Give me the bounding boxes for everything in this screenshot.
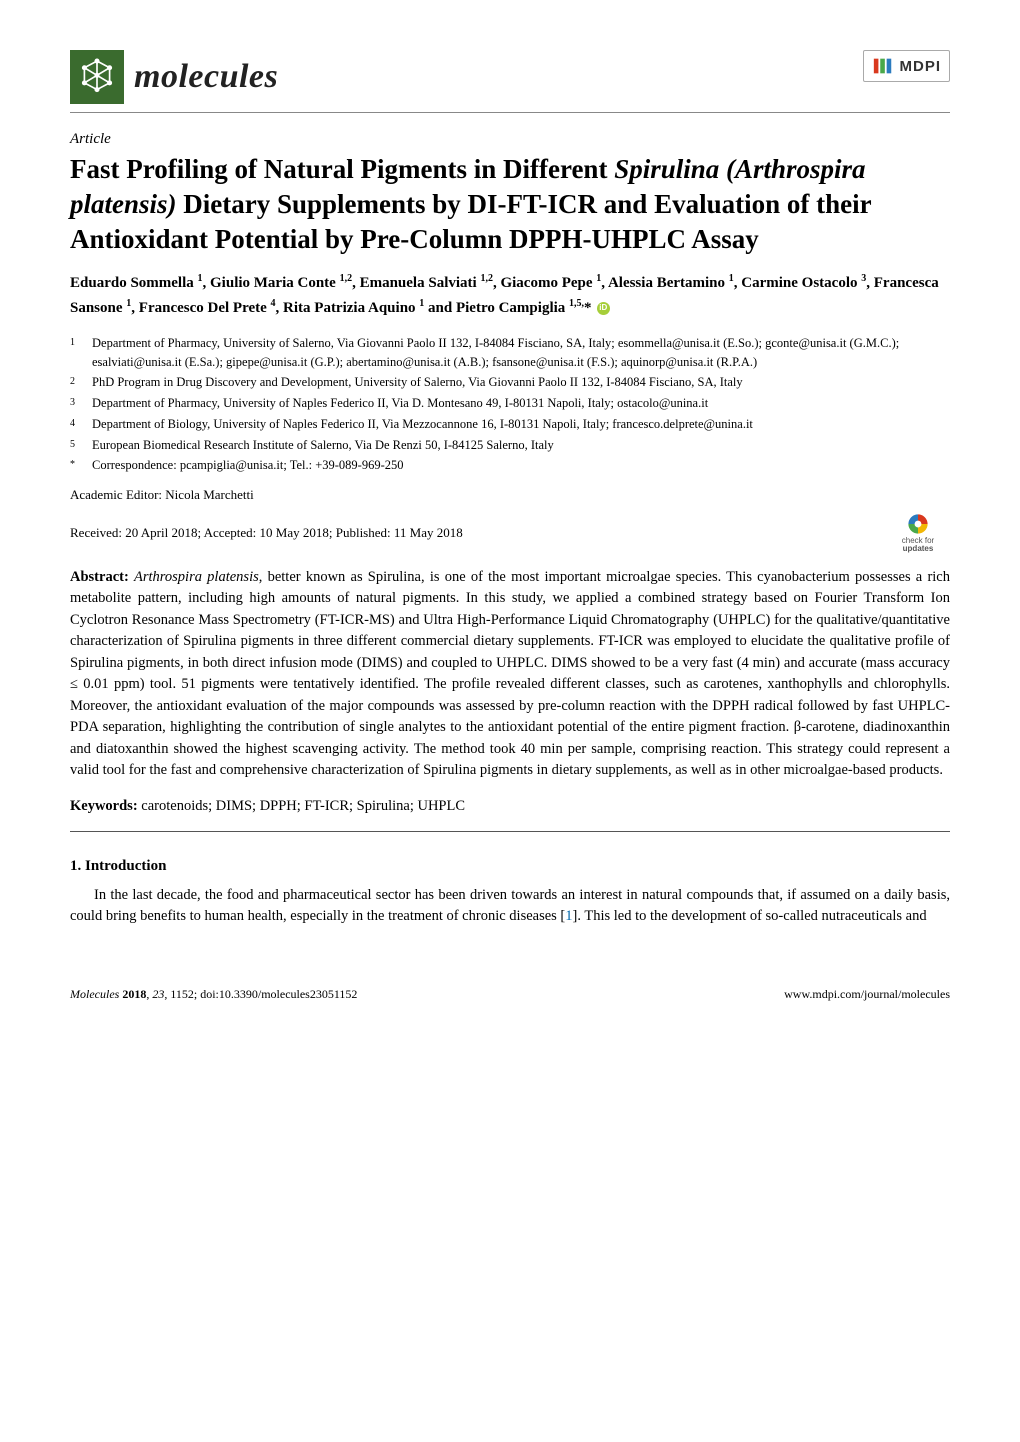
molecules-logo-icon	[70, 50, 124, 104]
affiliation-num: 4	[70, 415, 92, 434]
footer-right[interactable]: www.mdpi.com/journal/molecules	[784, 987, 950, 1002]
affiliation-text: Department of Biology, University of Nap…	[92, 415, 950, 434]
dates-row: Received: 20 April 2018; Accepted: 10 Ma…	[70, 513, 950, 553]
affiliation-row: 5 European Biomedical Research Institute…	[92, 436, 950, 455]
intro-paragraph: In the last decade, the food and pharmac…	[70, 885, 950, 928]
affiliation-row: 1 Department of Pharmacy, University of …	[92, 334, 950, 372]
abstract-label: Abstract:	[70, 569, 129, 585]
affiliation-text: Department of Pharmacy, University of Sa…	[92, 334, 950, 372]
affiliation-row: 2 PhD Program in Drug Discovery and Deve…	[92, 373, 950, 392]
title-text: Fast Profiling of Natural Pigments in Di…	[70, 154, 871, 254]
authors-list: Eduardo Sommella 1, Giulio Maria Conte 1…	[70, 271, 950, 320]
journal-name: molecules	[134, 58, 278, 96]
publication-dates: Received: 20 April 2018; Accepted: 10 Ma…	[70, 525, 463, 541]
mdpi-mark-icon	[872, 55, 894, 77]
abstract-text: Arthrospira platensis, better known as S…	[70, 569, 950, 778]
affiliation-text: PhD Program in Drug Discovery and Develo…	[92, 373, 950, 392]
journal-logo-block: molecules	[70, 50, 278, 104]
page-footer: Molecules 2018, 23, 1152; doi:10.3390/mo…	[70, 987, 950, 1002]
affiliation-num: 5	[70, 436, 92, 455]
check-updates-icon	[905, 513, 931, 535]
affiliation-text: European Biomedical Research Institute o…	[92, 436, 950, 455]
academic-editor: Academic Editor: Nicola Marchetti	[70, 487, 950, 503]
mdpi-logo: MDPI	[863, 50, 951, 82]
header-row: molecules MDPI	[70, 50, 950, 104]
affiliation-row: * Correspondence: pcampiglia@unisa.it; T…	[92, 456, 950, 475]
affiliation-num: 3	[70, 394, 92, 413]
keywords-block: Keywords: carotenoids; DIMS; DPPH; FT-IC…	[70, 798, 950, 815]
affiliation-text: Department of Pharmacy, University of Na…	[92, 394, 950, 413]
article-type: Article	[70, 131, 950, 148]
cu-line2: updates	[903, 544, 934, 553]
footer-left: Molecules 2018, 23, 1152; doi:10.3390/mo…	[70, 987, 357, 1002]
citation-link[interactable]: 1	[565, 908, 572, 924]
check-updates-badge[interactable]: check for updates	[886, 513, 950, 553]
check-updates-text: check for updates	[902, 537, 934, 553]
publisher-name: MDPI	[900, 58, 942, 75]
affiliation-row: 3 Department of Pharmacy, University of …	[92, 394, 950, 413]
keywords-label: Keywords:	[70, 798, 138, 814]
section-rule	[70, 831, 950, 832]
abstract-block: Abstract: Arthrospira platensis, better …	[70, 567, 950, 782]
section-heading-intro: 1. Introduction	[70, 858, 950, 875]
header-rule	[70, 112, 950, 113]
article-title: Fast Profiling of Natural Pigments in Di…	[70, 152, 950, 257]
keywords-text: carotenoids; DIMS; DPPH; FT-ICR; Spiruli…	[141, 798, 465, 814]
affiliation-num: 1	[70, 334, 92, 372]
affiliation-row: 4 Department of Biology, University of N…	[92, 415, 950, 434]
affiliations: 1 Department of Pharmacy, University of …	[70, 334, 950, 475]
affiliation-num: *	[70, 456, 92, 475]
affiliation-num: 2	[70, 373, 92, 392]
orcid-icon[interactable]	[597, 302, 610, 315]
affiliation-text: Correspondence: pcampiglia@unisa.it; Tel…	[92, 456, 950, 475]
